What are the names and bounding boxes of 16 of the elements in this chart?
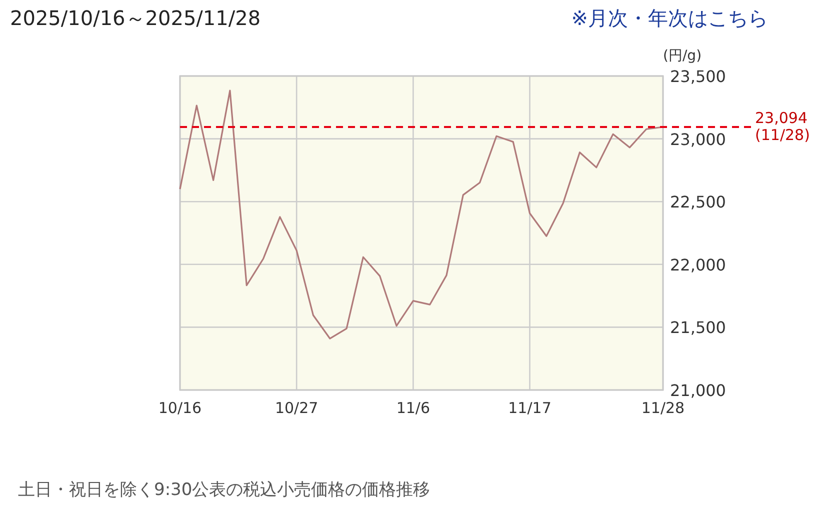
- x-tick-label: 11/6: [396, 399, 430, 417]
- x-tick-label: 11/17: [508, 399, 552, 417]
- x-tick-label: 11/28: [641, 399, 685, 417]
- text: ※月次・年次はこちら: [571, 6, 768, 30]
- ref-line-label: 23,094 (11/28): [755, 108, 810, 144]
- x-tick-label: 10/27: [274, 399, 318, 417]
- x-tick-label: 10/16: [158, 399, 202, 417]
- y-tick-label: 21,000: [670, 381, 726, 400]
- y-tick-label: 23,000: [670, 130, 726, 149]
- y-tick-label: 22,500: [670, 192, 726, 212]
- y-tick-label: 22,000: [670, 255, 726, 274]
- y-axis-title: (円/g): [663, 48, 702, 64]
- y-tick-label: 23,500: [670, 67, 726, 86]
- text: 土日・祝日を除く9:30公表の税込小売価格の価格推移: [18, 480, 430, 500]
- y-tick-label: 21,500: [670, 318, 726, 338]
- chart-title: 2025/10/16～2025/11/28: [10, 6, 261, 30]
